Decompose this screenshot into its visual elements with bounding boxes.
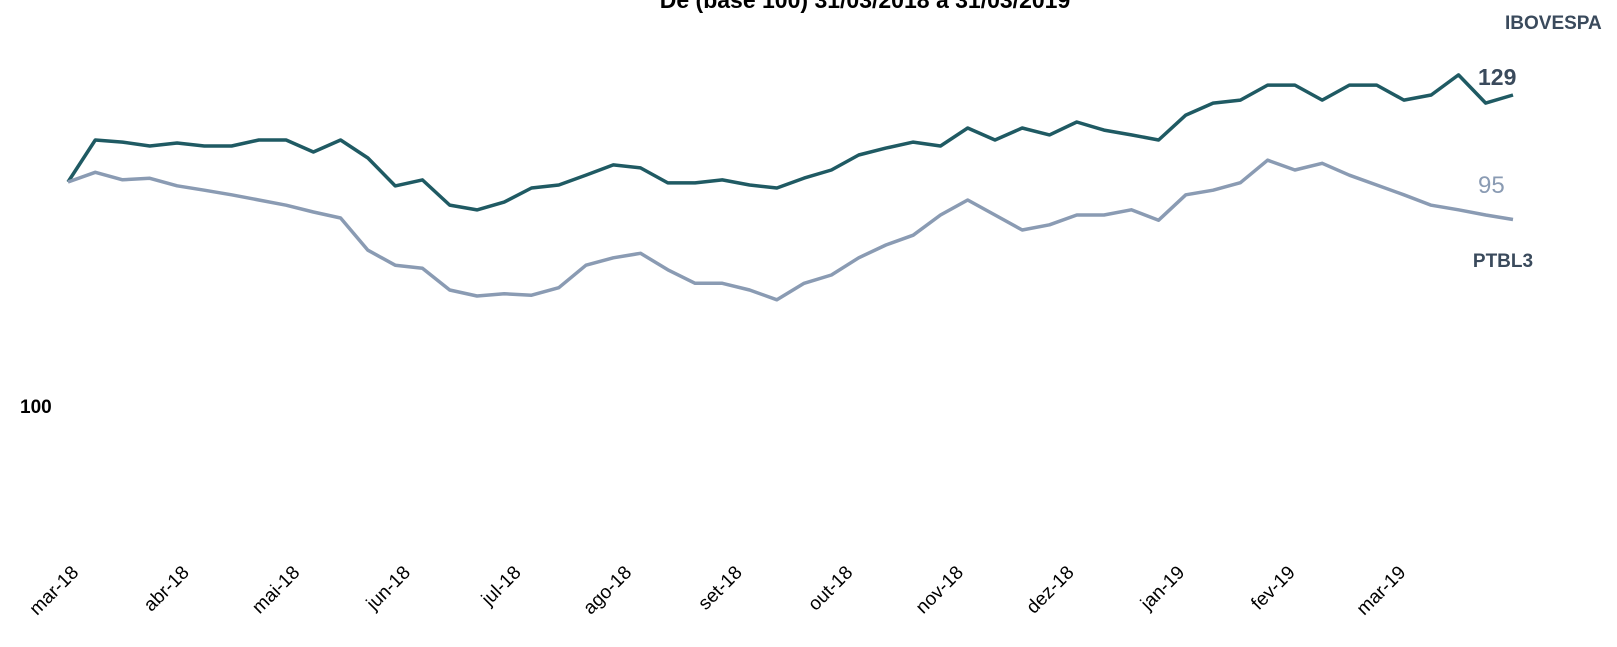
series-line (67, 158, 1514, 302)
x-tick-label: fev-19 (1247, 562, 1299, 614)
x-tick-label: dez-18 (1023, 562, 1079, 618)
annotation: 100 (20, 397, 52, 418)
series-name: PTBL3 (1473, 251, 1533, 272)
x-tick-label: abr-18 (140, 562, 194, 616)
end-value-label: 129 (1478, 64, 1516, 90)
x-tick-label: mar-18 (26, 562, 83, 619)
x-tick-label: jun-18 (362, 562, 415, 615)
end-value-label: 95 (1478, 172, 1505, 199)
series-name: IBOVESPA (1505, 13, 1602, 34)
x-tick-label: nov-18 (912, 562, 968, 618)
x-tick-label: jan-19 (1136, 562, 1189, 615)
x-tick-label: mar-19 (1353, 562, 1410, 619)
x-tick-label: out-18 (804, 562, 857, 615)
series-line (66, 73, 1514, 212)
x-tick-label: jul-18 (477, 562, 525, 610)
x-tick-label: mai-18 (248, 562, 304, 618)
x-tick-label: ago-18 (579, 562, 636, 619)
x-tick-label: set-18 (694, 562, 746, 614)
chart-title: De (base 100) 31/03/2018 a 31/03/2019 (660, 0, 1071, 13)
